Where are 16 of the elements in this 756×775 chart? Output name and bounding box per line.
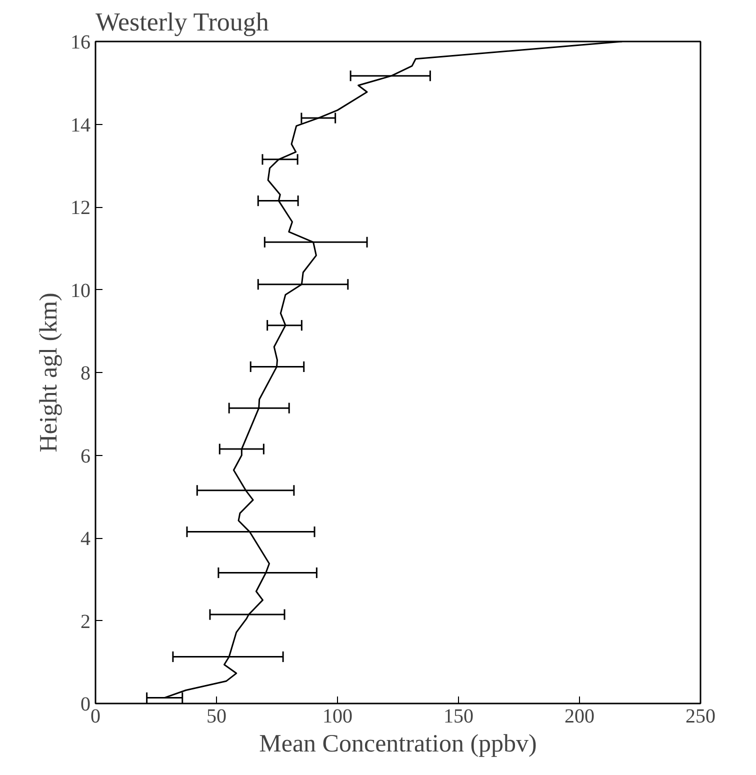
y-tick-label: 4	[80, 528, 90, 550]
y-tick-label: 12	[70, 197, 90, 219]
x-tick-label: 100	[322, 706, 352, 728]
chart-title: Westerly Trough	[96, 8, 269, 36]
x-tick-label: 250	[686, 706, 716, 728]
x-tick-label: 150	[444, 706, 474, 728]
x-tick-label: 200	[564, 706, 594, 728]
x-axis-title: Mean Concentration (ppbv)	[259, 730, 537, 758]
y-tick-label: 6	[80, 445, 90, 468]
y-axis-title: Height agl (km)	[36, 292, 62, 452]
y-tick-label: 2	[80, 610, 90, 633]
x-tick-label: 50	[206, 706, 226, 728]
y-tick-label: 16	[70, 32, 90, 54]
y-tick-label: 14	[70, 114, 90, 136]
y-tick-label: 8	[80, 362, 90, 384]
y-tick-label: 10	[70, 280, 90, 302]
